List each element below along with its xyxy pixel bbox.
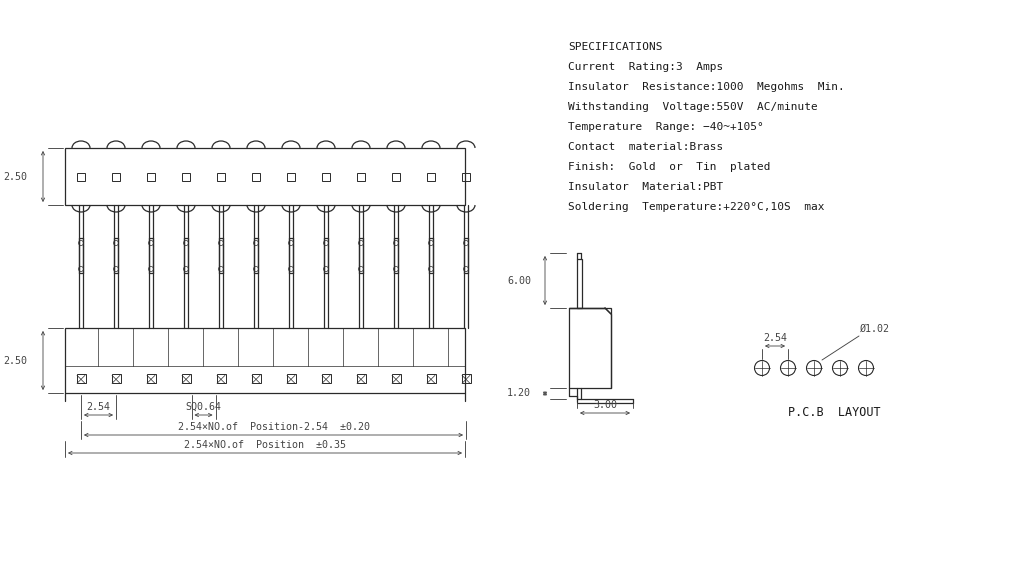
- Bar: [252, 173, 260, 181]
- Bar: [287, 375, 296, 383]
- Bar: [112, 173, 120, 181]
- Text: Insulator  Material:PBT: Insulator Material:PBT: [568, 182, 723, 192]
- Bar: [182, 173, 190, 181]
- Bar: [77, 375, 86, 383]
- Bar: [357, 173, 365, 181]
- Bar: [77, 173, 85, 181]
- Bar: [577, 259, 582, 308]
- Bar: [287, 173, 295, 181]
- Bar: [182, 375, 191, 383]
- Bar: [217, 173, 225, 181]
- Bar: [252, 375, 261, 383]
- Text: Insulator  Resistance:1000  Megohms  Min.: Insulator Resistance:1000 Megohms Min.: [568, 82, 845, 92]
- Text: 2.50: 2.50: [3, 171, 27, 181]
- Bar: [392, 173, 400, 181]
- Text: 2.50: 2.50: [3, 356, 27, 365]
- Text: 6.00: 6.00: [507, 276, 531, 285]
- Text: Current  Rating:3  Amps: Current Rating:3 Amps: [568, 62, 723, 72]
- Text: 2.54×NO.of  Position-2.54  ±0.20: 2.54×NO.of Position-2.54 ±0.20: [177, 422, 370, 432]
- Text: P.C.B  LAYOUT: P.C.B LAYOUT: [787, 406, 881, 420]
- Bar: [569, 308, 611, 388]
- Bar: [462, 173, 470, 181]
- Bar: [569, 308, 611, 388]
- Text: Temperature  Range: −40~+105°: Temperature Range: −40~+105°: [568, 122, 764, 132]
- Bar: [217, 375, 226, 383]
- Bar: [427, 375, 436, 383]
- Text: 2.54×NO.of  Position  ±0.35: 2.54×NO.of Position ±0.35: [184, 440, 346, 450]
- Text: 2.54: 2.54: [763, 333, 787, 343]
- Bar: [65, 148, 465, 205]
- Text: Contact  material:Brass: Contact material:Brass: [568, 142, 723, 152]
- Text: Withstanding  Voltage:550V  AC/minute: Withstanding Voltage:550V AC/minute: [568, 102, 818, 112]
- Bar: [569, 308, 611, 388]
- Bar: [322, 173, 330, 181]
- Text: Finish:  Gold  or  Tin  plated: Finish: Gold or Tin plated: [568, 162, 770, 172]
- Bar: [147, 173, 155, 181]
- Bar: [112, 375, 121, 383]
- Text: Ø1.02: Ø1.02: [860, 324, 890, 334]
- Text: SQ0.64: SQ0.64: [185, 402, 221, 412]
- Text: 1.20: 1.20: [507, 389, 531, 398]
- Bar: [65, 328, 465, 393]
- Bar: [147, 375, 156, 383]
- Bar: [357, 375, 366, 383]
- Text: SPECIFICATIONS: SPECIFICATIONS: [568, 42, 663, 52]
- Bar: [427, 173, 435, 181]
- Text: Soldering  Temperature:+220°C,10S  max: Soldering Temperature:+220°C,10S max: [568, 202, 824, 212]
- Bar: [462, 375, 471, 383]
- Bar: [392, 375, 401, 383]
- Text: 3.00: 3.00: [593, 400, 617, 410]
- Text: 2.54: 2.54: [86, 402, 111, 412]
- Bar: [322, 375, 331, 383]
